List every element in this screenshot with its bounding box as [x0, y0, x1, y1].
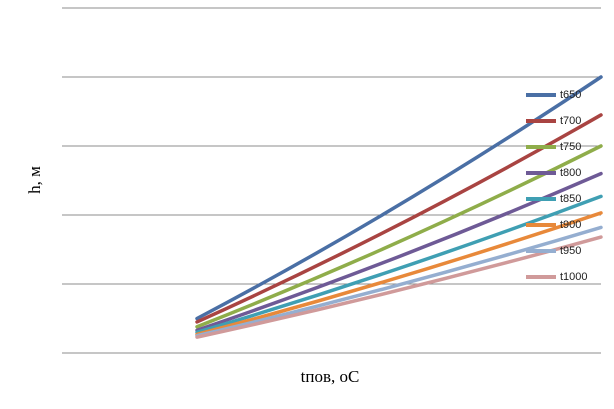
legend-swatch [526, 145, 556, 149]
legend-item-t900: t900 [526, 212, 588, 238]
series-line-t650 [195, 75, 603, 321]
series-line-t800 [195, 171, 603, 332]
legend-label: t900 [560, 219, 582, 231]
legend-label: t750 [560, 141, 582, 153]
legend-swatch [526, 249, 556, 253]
legend-swatch [526, 93, 556, 97]
legend-label: t650 [560, 89, 582, 101]
y-axis-label: h, м [24, 166, 44, 194]
legend-item-t1000: t1000 [526, 264, 588, 290]
legend-swatch [526, 119, 556, 123]
series-line-t950 [195, 225, 603, 338]
legend-label: t1000 [560, 271, 588, 283]
legend-item-t650: t650 [526, 82, 588, 108]
legend-item-t800: t800 [526, 160, 588, 186]
legend-swatch [526, 275, 556, 279]
series-line-t900 [195, 211, 603, 337]
legend-swatch [526, 171, 556, 175]
legend-label: t950 [560, 245, 582, 257]
legend-item-t700: t700 [526, 108, 588, 134]
legend-swatch [526, 223, 556, 227]
legend-label: t850 [560, 193, 582, 205]
legend-item-t750: t750 [526, 134, 588, 160]
gridlines [62, 7, 601, 354]
legend-label: t800 [560, 167, 582, 179]
legend: t650 t700 t750 t800 t850 t900 t950 t1000 [526, 82, 588, 290]
legend-item-t850: t850 [526, 186, 588, 212]
x-axis-label: tпов, оС [300, 367, 360, 386]
legend-item-t950: t950 [526, 238, 588, 264]
series-line-t850 [195, 194, 603, 335]
legend-label: t700 [560, 115, 582, 127]
legend-swatch [526, 197, 556, 201]
